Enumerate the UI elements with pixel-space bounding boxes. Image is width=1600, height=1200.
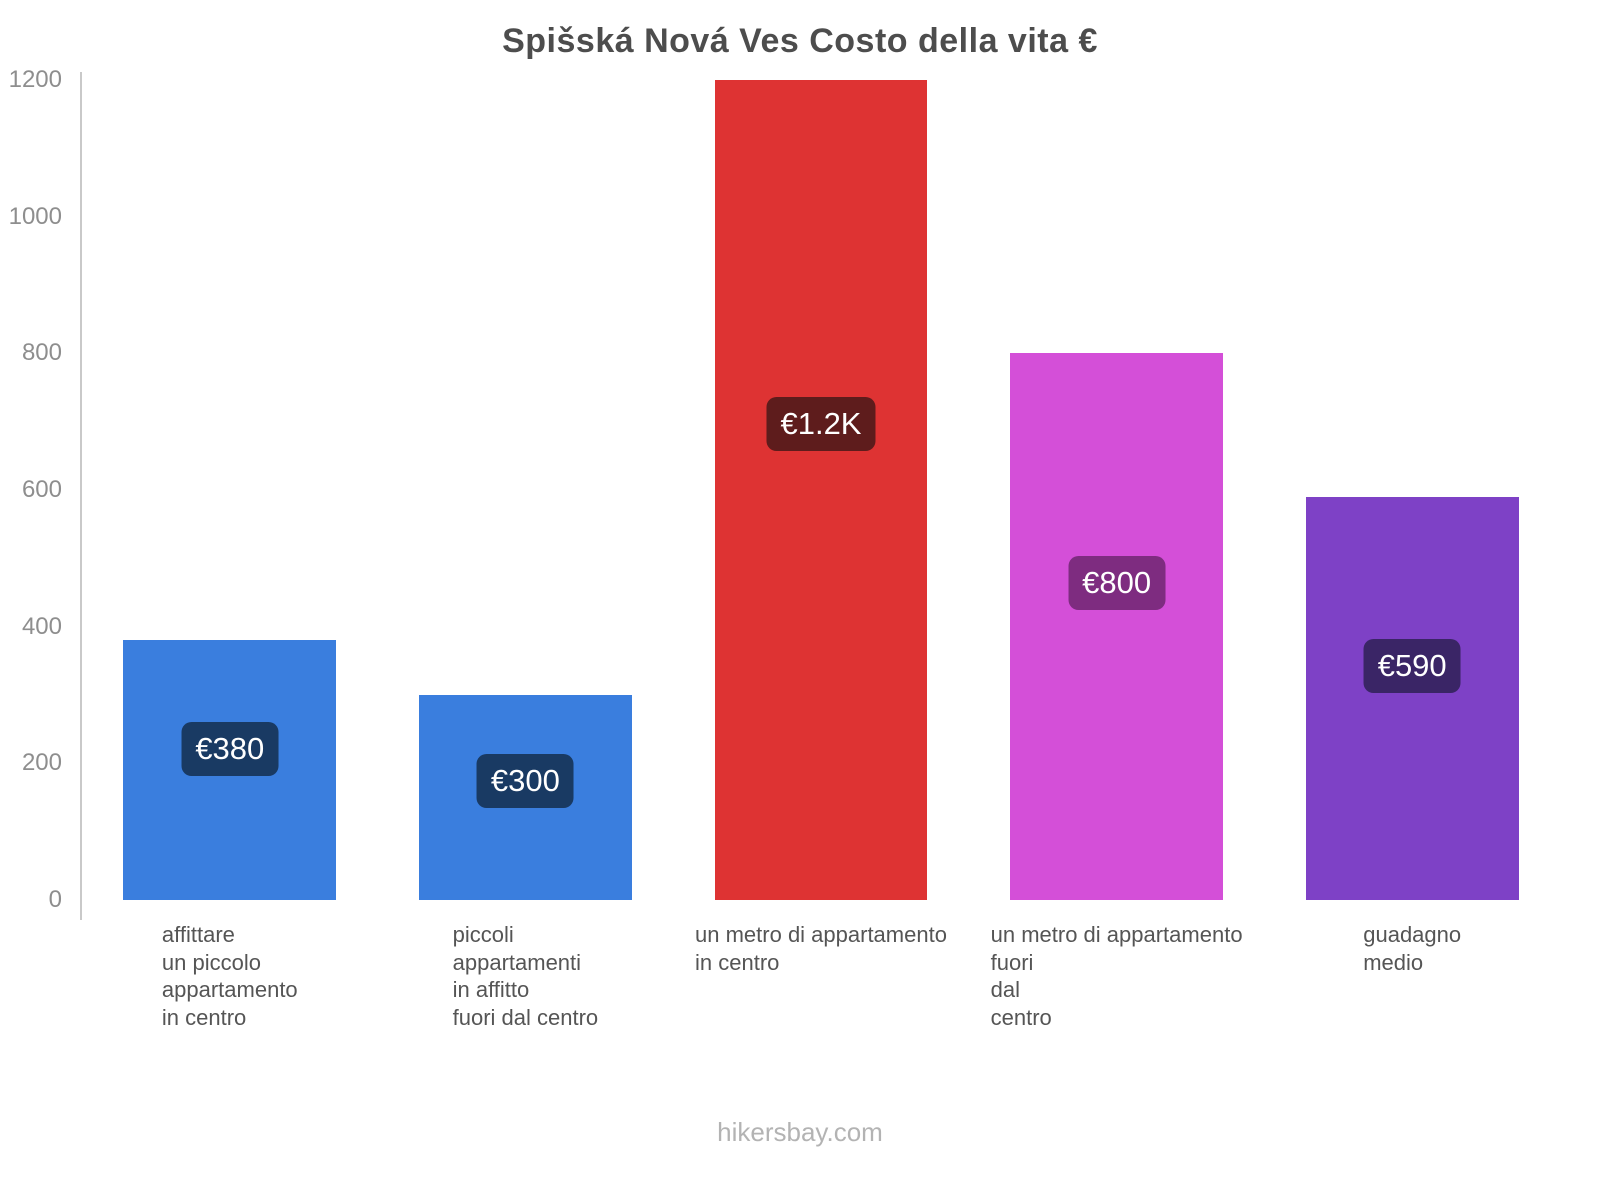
x-label-slot: guadagno medio <box>1264 921 1560 976</box>
bar-value-label: €380 <box>181 722 279 777</box>
bar-3: €1.2K <box>714 80 928 900</box>
bar-4: €800 <box>1010 353 1223 900</box>
y-axis-tick-label: 600 <box>21 476 62 503</box>
y-axis-tick-label: 0 <box>48 886 62 913</box>
bar-2: €300 <box>418 695 632 900</box>
bar-slot: €1.2K <box>673 80 969 900</box>
x-label-slot: un metro di appartamento in centro <box>673 921 969 976</box>
bar-1: €380 <box>123 640 337 900</box>
x-axis-label: un metro di appartamento in centro <box>695 922 947 975</box>
bar-slot: €800 <box>969 80 1265 900</box>
bar-value-label: €1.2K <box>766 397 876 452</box>
bar-5: €590 <box>1305 496 1519 900</box>
watermark: hikersbay.com <box>717 1117 883 1147</box>
x-axis-label: affittare un piccolo appartamento in cen… <box>161 922 298 1030</box>
y-axis-tick-label: 1200 <box>8 66 62 93</box>
y-axis-tick-label: 1000 <box>8 202 62 230</box>
chart-title: Spišská Nová Ves Costo della vita € <box>502 22 1098 60</box>
y-axis-line <box>80 72 82 920</box>
y-axis-tick-label: 200 <box>21 749 62 777</box>
y-axis-tick-label: 400 <box>21 612 62 640</box>
bar-value-label: €800 <box>1068 555 1166 610</box>
x-label-slot: affittare un piccolo appartamento in cen… <box>82 921 378 1031</box>
bar-slot: €380 <box>82 80 378 900</box>
bar-value-label: €300 <box>476 754 574 809</box>
x-label-slot: piccoli appartamenti in affitto fuori da… <box>378 921 674 1031</box>
x-label-slot: un metro di appartamento fuori dal centr… <box>969 921 1265 1031</box>
plot-area: €380 €300 €1.2K €800 €590 <box>82 80 1560 900</box>
y-axis-tick-label: 800 <box>21 339 62 367</box>
bar-slot: €590 <box>1264 80 1560 900</box>
y-axis: 0 200 400 600 800 1000 1200 <box>0 0 80 1200</box>
x-axis-label: un metro di appartamento fuori dal centr… <box>990 922 1243 1030</box>
x-axis-label: guadagno medio <box>1363 922 1462 975</box>
bar-slot: €300 <box>378 80 674 900</box>
x-axis-labels: affittare un piccolo appartamento in cen… <box>82 921 1560 1061</box>
bar-value-label: €590 <box>1363 639 1461 694</box>
x-axis-label: piccoli appartamenti in affitto fuori da… <box>452 922 599 1030</box>
